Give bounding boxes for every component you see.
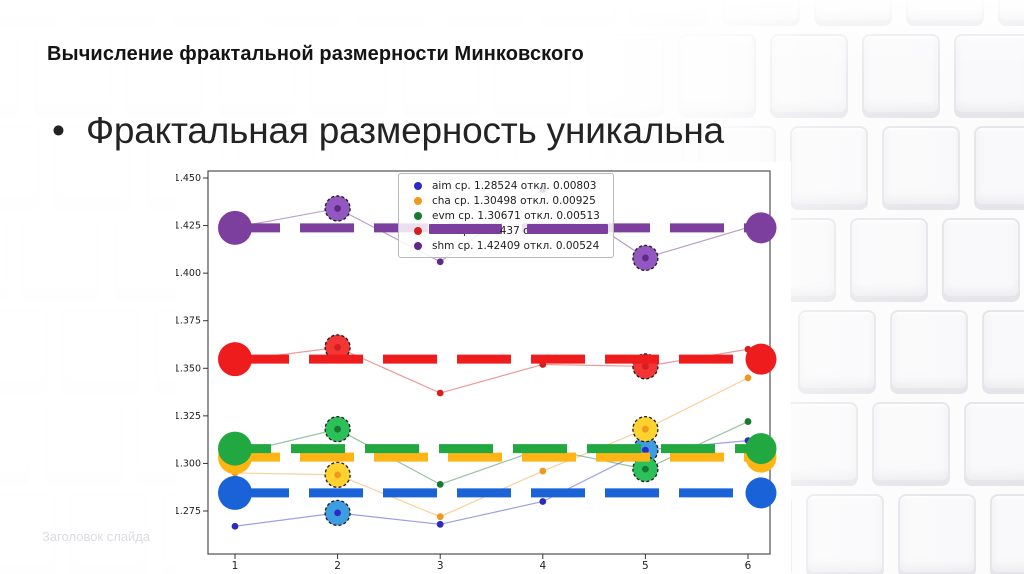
y-tick-label: 1.300 xyxy=(176,458,201,469)
aim-mean-start-cap xyxy=(218,475,252,510)
svm-point xyxy=(334,343,341,351)
aim-legend-marker-icon xyxy=(414,181,422,190)
shm-point xyxy=(334,205,341,212)
chart-legend: aim ср. 1.28524 откл. 0.00803 cha ср. 1.3… xyxy=(398,173,614,258)
aim-point xyxy=(334,509,341,517)
shm-point xyxy=(642,254,649,262)
legend-entry-shm: shm ср. 1.42409 откл. 0.00524 xyxy=(405,238,606,253)
y-tick-label: 1.325 xyxy=(176,411,201,422)
bullet-text: Фрактальная размерность уникальна xyxy=(85,110,724,151)
bullet-icon: • xyxy=(52,110,65,151)
evm-point xyxy=(334,425,341,433)
slide-footer-placeholder: Заголовок слайда xyxy=(42,529,151,544)
evm-legend-marker-icon xyxy=(414,211,422,220)
legend-entry-aim: aim ср. 1.28524 откл. 0.00803 xyxy=(405,178,606,193)
cha-point xyxy=(744,374,752,382)
aim-point xyxy=(539,498,547,505)
svm-mean-start-cap xyxy=(218,342,252,377)
svm-data-line xyxy=(234,346,749,394)
y-tick-label: 1.350 xyxy=(176,363,201,374)
cha-point xyxy=(642,425,649,433)
evm-data-line xyxy=(234,421,749,486)
mean-line-over-legend xyxy=(429,223,502,234)
aim-point xyxy=(436,520,444,528)
legend-entry-svm: svm ср. 1.35437 откл. 0.00531 xyxy=(405,223,608,238)
x-tick-label: 1 xyxy=(232,560,239,572)
mean-line-over-legend xyxy=(526,223,608,234)
aim-mean-end-cap xyxy=(745,477,777,509)
legend-label-pre: svm ср. 1.35 xyxy=(429,223,502,237)
y-tick-label: 1.425 xyxy=(176,221,201,232)
evm-mean-start-cap xyxy=(218,431,252,466)
shm-legend-marker-icon xyxy=(414,241,422,250)
cha-legend-marker-icon xyxy=(414,196,422,205)
evm-mean-end-cap xyxy=(745,433,777,465)
legend-label: cha ср. 1.30498 откл. 0.00925 xyxy=(432,194,596,207)
x-tick-label: 2 xyxy=(334,560,341,572)
bullet-item: • Фрактальная размерность уникальна xyxy=(52,108,724,154)
x-tick-label: 5 xyxy=(642,560,649,572)
x-tick-label: 4 xyxy=(539,560,546,572)
x-tick-label: 6 xyxy=(745,560,752,572)
evm-point xyxy=(436,480,444,488)
legend-label-visible: 437 о xyxy=(499,224,530,237)
slide-title: Вычисление фрактальной размерности Минко… xyxy=(47,43,584,65)
evm-point xyxy=(744,418,752,425)
legend-entry-cha: cha ср. 1.30498 откл. 0.00925 xyxy=(405,193,606,208)
x-tick-label: 3 xyxy=(437,560,444,572)
aim-point xyxy=(642,446,649,454)
y-tick-label: 1.275 xyxy=(176,506,201,517)
legend-entry-evm: evm ср. 1.30671 откл. 0.00513 xyxy=(405,208,606,223)
svm-point xyxy=(436,389,444,397)
y-tick-label: 1.375 xyxy=(176,316,201,327)
shm-point xyxy=(436,258,444,266)
shm-mean-end-cap xyxy=(745,212,777,244)
cha-point xyxy=(539,467,547,475)
y-tick-label: 1.450 xyxy=(176,173,201,184)
evm-point xyxy=(642,465,649,473)
cha-point xyxy=(436,513,444,521)
svm-point xyxy=(642,362,649,370)
y-tick-label: 1.400 xyxy=(176,268,201,279)
legend-label: aim ср. 1.28524 откл. 0.00803 xyxy=(432,179,597,192)
shm-mean-start-cap xyxy=(218,210,252,245)
legend-label-post: ткл. 0.00531 xyxy=(526,223,608,237)
chart-figure: 1.450 1.425 1.400 1.375 1.350 1.325 1.300 1.275… xyxy=(176,162,791,574)
svm-legend-marker-icon xyxy=(414,226,422,235)
svm-mean-end-cap xyxy=(745,343,777,375)
cha-point xyxy=(334,471,341,479)
legend-label: shm ср. 1.42409 откл. 0.00524 xyxy=(432,239,600,252)
legend-label: evm ср. 1.30671 откл. 0.00513 xyxy=(432,209,600,222)
aim-point xyxy=(231,522,239,530)
